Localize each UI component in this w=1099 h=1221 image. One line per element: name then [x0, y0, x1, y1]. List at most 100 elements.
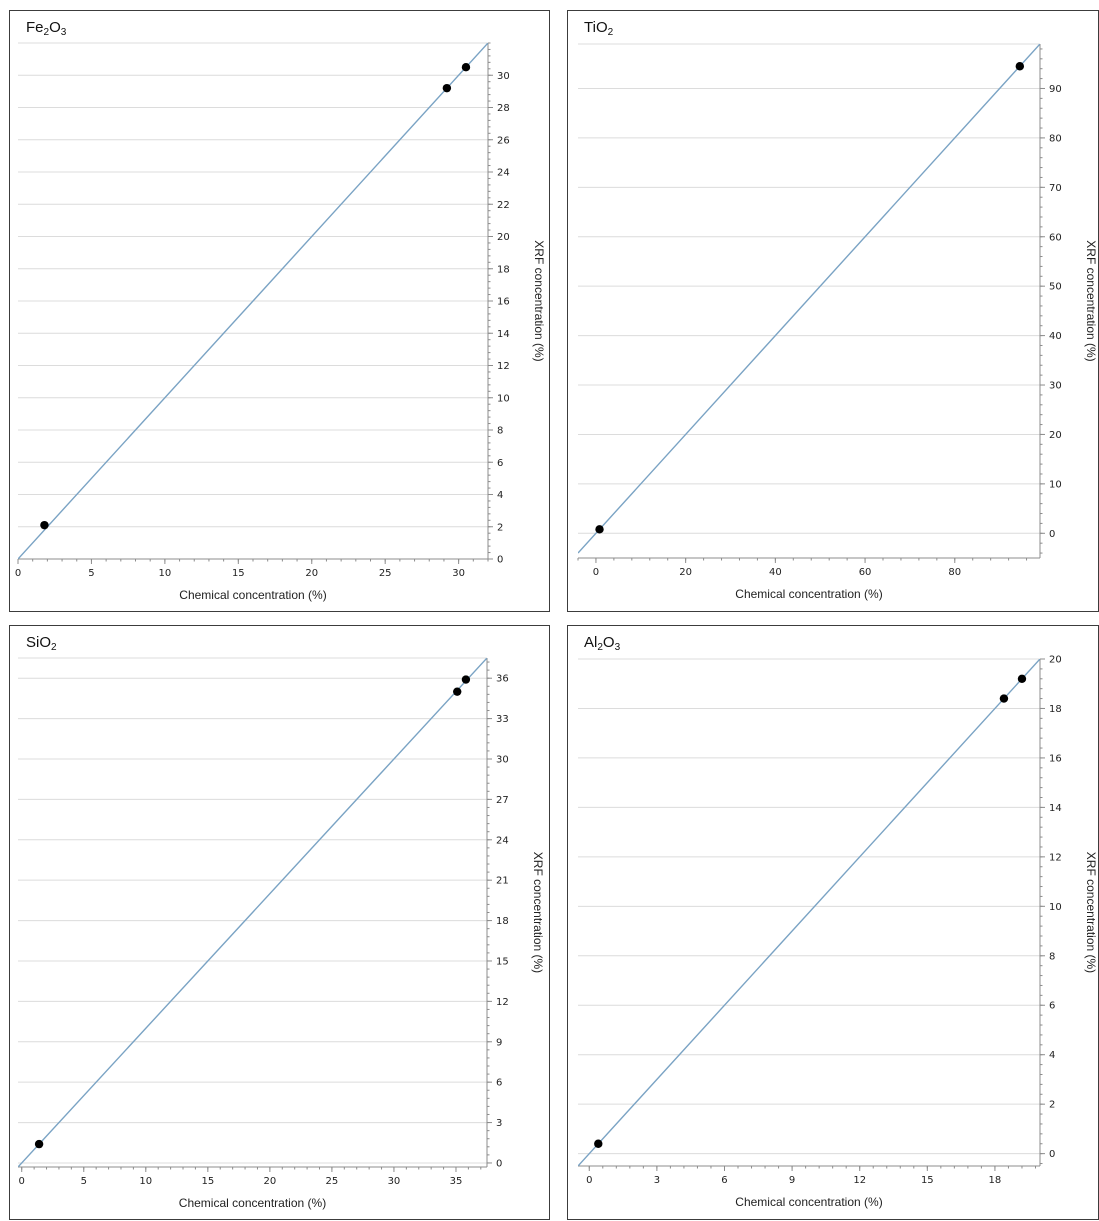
y-tick-label: 12	[1049, 852, 1062, 863]
title-part: 2	[597, 642, 603, 653]
y-tick-label: 50	[1049, 282, 1062, 293]
x-tick-label: 40	[769, 567, 782, 578]
data-point	[1017, 674, 1027, 683]
x-tick-label: 20	[305, 568, 318, 579]
data-point	[461, 62, 471, 72]
y-tick-label: 15	[496, 956, 509, 967]
title-part: 2	[607, 27, 614, 38]
y-tick-label: 22	[497, 200, 510, 211]
data-point	[594, 1139, 603, 1148]
y-tick-label: 4	[1049, 1050, 1055, 1061]
y-tick-label: 4	[497, 490, 503, 501]
y-tick-label: 20	[1049, 655, 1062, 666]
reference-line	[578, 659, 1040, 1166]
y-tick-label: 14	[497, 329, 510, 340]
x-axis-title: Chemical concentration (%)	[735, 1195, 882, 1209]
y-tick-label: 27	[496, 795, 509, 806]
x-tick-label: 5	[88, 568, 94, 579]
data-point	[453, 687, 462, 696]
y-axis-title: XRF concentration (%)	[1084, 852, 1098, 973]
panel-fe2o3: Fe2O3 0 5 10 15 20 25 30 0 2 4 6 8 10 12 14 16 18 20 22 24 2…	[9, 10, 550, 612]
y-tick-label: 0	[1049, 1149, 1055, 1160]
y-tick-label: 18	[496, 916, 509, 927]
x-tick-label: 30	[388, 1176, 401, 1187]
x-tick-label: 20	[264, 1176, 277, 1187]
panel-sio2: SiO2 0 5 10 15 20 25 30 35 0 3 6 9 12 15 18 21 24 27 30 33 3…	[9, 625, 550, 1220]
y-axis-title: XRF concentration (%)	[531, 852, 545, 973]
title-part: SiO	[26, 634, 52, 651]
title-part: TiO	[584, 19, 608, 36]
y-tick-label: 0	[497, 555, 503, 566]
title-part: 3	[60, 27, 67, 38]
x-tick-label: 15	[232, 568, 245, 579]
x-tick-label: 15	[921, 1175, 934, 1186]
y-tick-label: 30	[1049, 381, 1062, 392]
panel-al2o3: Al2O3 0 3 6 9 12 15 18 0 2 4 6 8 10 12 14 16 18 20 Chemica…	[567, 625, 1099, 1220]
y-tick-label: 30	[497, 71, 510, 82]
x-axis-title: Chemical concentration (%)	[735, 587, 882, 601]
x-tick-label: 6	[721, 1175, 727, 1186]
y-tick-label: 6	[497, 458, 503, 469]
y-tick-label: 0	[1049, 529, 1055, 540]
panel-tio2: TiO2 0 20 40 60 80 0 10 20 30 40 50 60 70 80 90 Chemica…	[567, 10, 1099, 612]
y-tick-label: 10	[497, 393, 510, 404]
x-tick-label: 20	[679, 567, 692, 578]
y-tick-label: 6	[496, 1078, 502, 1089]
x-tick-label: 25	[326, 1176, 339, 1187]
chart-title-tio2: TiO2	[584, 19, 613, 38]
y-tick-label: 6	[1049, 1001, 1055, 1012]
x-tick-label: 10	[159, 568, 172, 579]
y-tick-label: 20	[1049, 430, 1062, 441]
x-tick-label: 80	[948, 567, 961, 578]
y-tick-label: 90	[1049, 84, 1062, 95]
data-point	[999, 694, 1009, 703]
x-tick-label: 0	[15, 568, 21, 579]
chart-title-sio2: SiO2	[26, 634, 57, 653]
y-tick-label: 40	[1049, 331, 1062, 342]
title-part: O	[49, 19, 61, 36]
x-tick-label: 0	[19, 1176, 25, 1187]
chart-title-fe2o3: Fe2O3	[26, 19, 66, 38]
x-tick-label: 10	[139, 1176, 152, 1187]
x-tick-label: 3	[654, 1175, 660, 1186]
chart-tio2: 0 20 40 60 80 0 10 20 30 40 50 60 70 80 90 Chemical con…	[577, 43, 1098, 601]
y-tick-label: 2	[497, 522, 503, 533]
y-tick-label: 12	[496, 997, 509, 1008]
x-tick-label: 0	[593, 567, 599, 578]
x-tick-label: 9	[789, 1175, 795, 1186]
x-tick-label: 18	[989, 1175, 1002, 1186]
y-tick-label: 18	[1049, 704, 1062, 715]
x-tick-label: 0	[586, 1175, 592, 1186]
chart-sio2: 0 5 10 15 20 25 30 350369121518212427303336Chem…	[18, 657, 545, 1210]
x-tick-label: 60	[859, 567, 872, 578]
x-axis-title: Chemical concentration (%)	[179, 588, 326, 602]
chart-fe2o3: 0 5 10 15 20 25 30024681012141618202224262830C…	[15, 42, 546, 602]
reference-line	[18, 658, 487, 1167]
data-point	[442, 83, 452, 93]
data-point	[1015, 62, 1025, 71]
data-point	[34, 1139, 44, 1149]
y-tick-label: 24	[497, 168, 510, 179]
y-tick-label: 14	[1049, 803, 1062, 814]
y-tick-label: 30	[496, 754, 509, 765]
chart-al2o3: 0 3 6 9 12 15 18 0 2 4 6 8 10 12 14 16 18 20 Chemical conc…	[578, 655, 1098, 1209]
y-tick-label: 70	[1049, 183, 1062, 194]
y-tick-label: 0	[496, 1158, 502, 1169]
y-tick-label: 33	[496, 714, 509, 725]
x-tick-label: 5	[81, 1176, 87, 1187]
y-tick-label: 9	[496, 1037, 502, 1048]
x-tick-label: 12	[853, 1175, 866, 1186]
data-point	[40, 520, 49, 530]
y-tick-label: 10	[1049, 479, 1062, 490]
data-point	[595, 525, 604, 534]
x-tick-label: 30	[452, 568, 465, 579]
y-tick-label: 16	[497, 297, 510, 308]
title-part: 3	[614, 642, 621, 653]
y-axis-title: XRF concentration (%)	[1084, 240, 1098, 361]
reference-line	[578, 44, 1040, 554]
x-tick-label: 35	[450, 1176, 463, 1187]
y-tick-label: 20	[497, 232, 510, 243]
y-tick-label: 2	[1049, 1100, 1055, 1111]
title-part: O	[602, 634, 615, 651]
y-tick-label: 26	[497, 135, 510, 146]
